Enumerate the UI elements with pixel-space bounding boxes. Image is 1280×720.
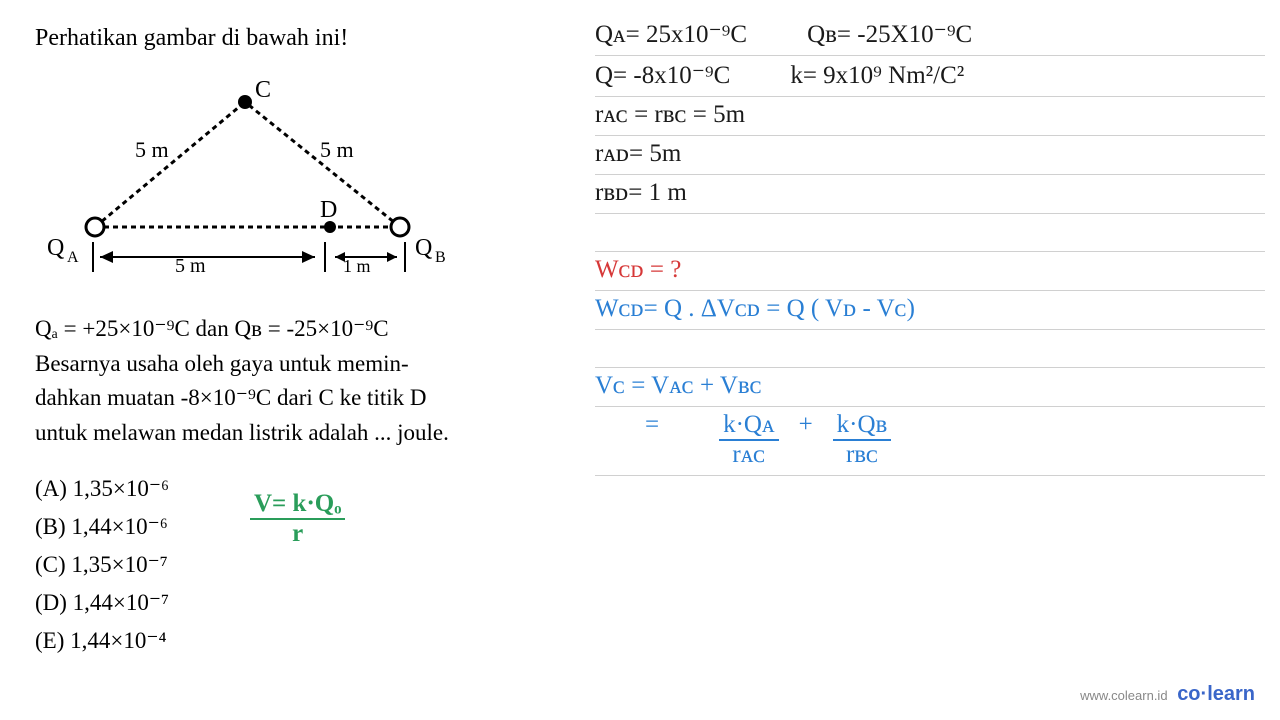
frac-den-2: rʙᴄ xyxy=(833,441,892,469)
blue-formula-3: = k·Qᴀ rᴀᴄ + k·Qʙ rʙᴄ xyxy=(595,407,1265,476)
option-d: (D) 1,44×10⁻⁷ xyxy=(35,584,580,622)
vc-equals: = xyxy=(645,411,659,439)
svg-text:B: B xyxy=(435,249,446,266)
plus-sign: + xyxy=(799,411,813,439)
red-question: Wᴄᴅ = ? xyxy=(595,252,1265,291)
frac-kqb: k·Qʙ rʙᴄ xyxy=(833,411,892,469)
blue-formula-2: Vᴄ = Vᴀᴄ + Vʙᴄ xyxy=(595,368,1265,407)
wcd-question: Wᴄᴅ = ? xyxy=(595,256,681,284)
option-c: (C) 1,35×10⁻⁷ xyxy=(35,546,580,584)
problem-text-2: dahkan muatan -8×10⁻⁹C dari C ke titik D xyxy=(35,381,580,416)
vc-formula: Vᴄ = Vᴀᴄ + Vʙᴄ xyxy=(595,372,762,400)
work-line-3: rᴀᴄ = rʙᴄ = 5m xyxy=(595,97,1265,136)
work-line-1: Qᴀ= 25x10⁻⁹C Qʙ= -25X10⁻⁹C xyxy=(595,15,1265,56)
work-line-5: rʙᴅ= 1 m xyxy=(595,175,1265,214)
svg-text:D: D xyxy=(320,197,337,223)
work-line-2: Q= -8x10⁻⁹C k= 9x10⁹ Nm²/C² xyxy=(595,56,1265,97)
problem-text-1: Besarnya usaha oleh gaya untuk memin- xyxy=(35,347,580,382)
frac-den-1: rᴀᴄ xyxy=(719,441,778,469)
work-line-4: rᴀᴅ= 5m xyxy=(595,136,1265,175)
rbd-value: rʙᴅ= 1 m xyxy=(595,179,687,207)
q-value: Q= -8x10⁻⁹C xyxy=(595,60,730,90)
problem-given: Qₐ = +25×10⁻⁹C dan Qʙ = -25×10⁻⁹C xyxy=(35,312,580,347)
svg-text:Q: Q xyxy=(415,235,432,261)
problem-title: Perhatikan gambar di bawah ini! xyxy=(35,25,580,52)
work-blank-2 xyxy=(595,330,1265,368)
frac-kqa: k·Qᴀ rᴀᴄ xyxy=(719,411,778,469)
footer-url: www.colearn.id xyxy=(1080,688,1167,703)
frac-num-2: k·Qʙ xyxy=(833,411,892,441)
k-value: k= 9x10⁹ Nm²/C² xyxy=(790,62,964,90)
svg-text:5 m: 5 m xyxy=(320,137,354,162)
svg-text:Q: Q xyxy=(47,235,64,261)
svg-text:C: C xyxy=(255,77,271,103)
wcd-formula: Wᴄᴅ= Q . ΔVᴄᴅ = Q ( Vᴅ - Vᴄ) xyxy=(595,295,915,323)
qa-value: Qᴀ= 25x10⁻⁹C xyxy=(595,19,747,49)
green-num: V= k·Qₒ xyxy=(250,490,345,520)
footer: www.colearn.id co·learn xyxy=(1080,683,1255,706)
blue-formula-1: Wᴄᴅ= Q . ΔVᴄᴅ = Q ( Vᴅ - Vᴄ) xyxy=(595,291,1265,330)
qb-value: Qʙ= -25X10⁻⁹C xyxy=(807,19,972,49)
green-formula: V= k·Qₒ r xyxy=(250,490,345,548)
green-den: r xyxy=(250,520,345,548)
svg-text:1 m: 1 m xyxy=(343,256,371,276)
svg-text:5 m: 5 m xyxy=(135,137,169,162)
rad-value: rᴀᴅ= 5m xyxy=(595,140,681,168)
footer-brand: co·learn xyxy=(1177,683,1255,705)
problem-diagram: C 5 m 5 m D Q A Q B 5 m 1 m xyxy=(45,77,455,287)
frac-num-1: k·Qᴀ xyxy=(719,411,778,441)
problem-text-3: untuk melawan medan listrik adalah ... j… xyxy=(35,416,580,451)
option-e: (E) 1,44×10⁻⁴ xyxy=(35,622,580,660)
svg-text:A: A xyxy=(67,249,79,266)
rac-rbc: rᴀᴄ = rʙᴄ = 5m xyxy=(595,101,745,129)
work-blank-1 xyxy=(595,214,1265,252)
svg-text:5 m: 5 m xyxy=(175,255,206,277)
